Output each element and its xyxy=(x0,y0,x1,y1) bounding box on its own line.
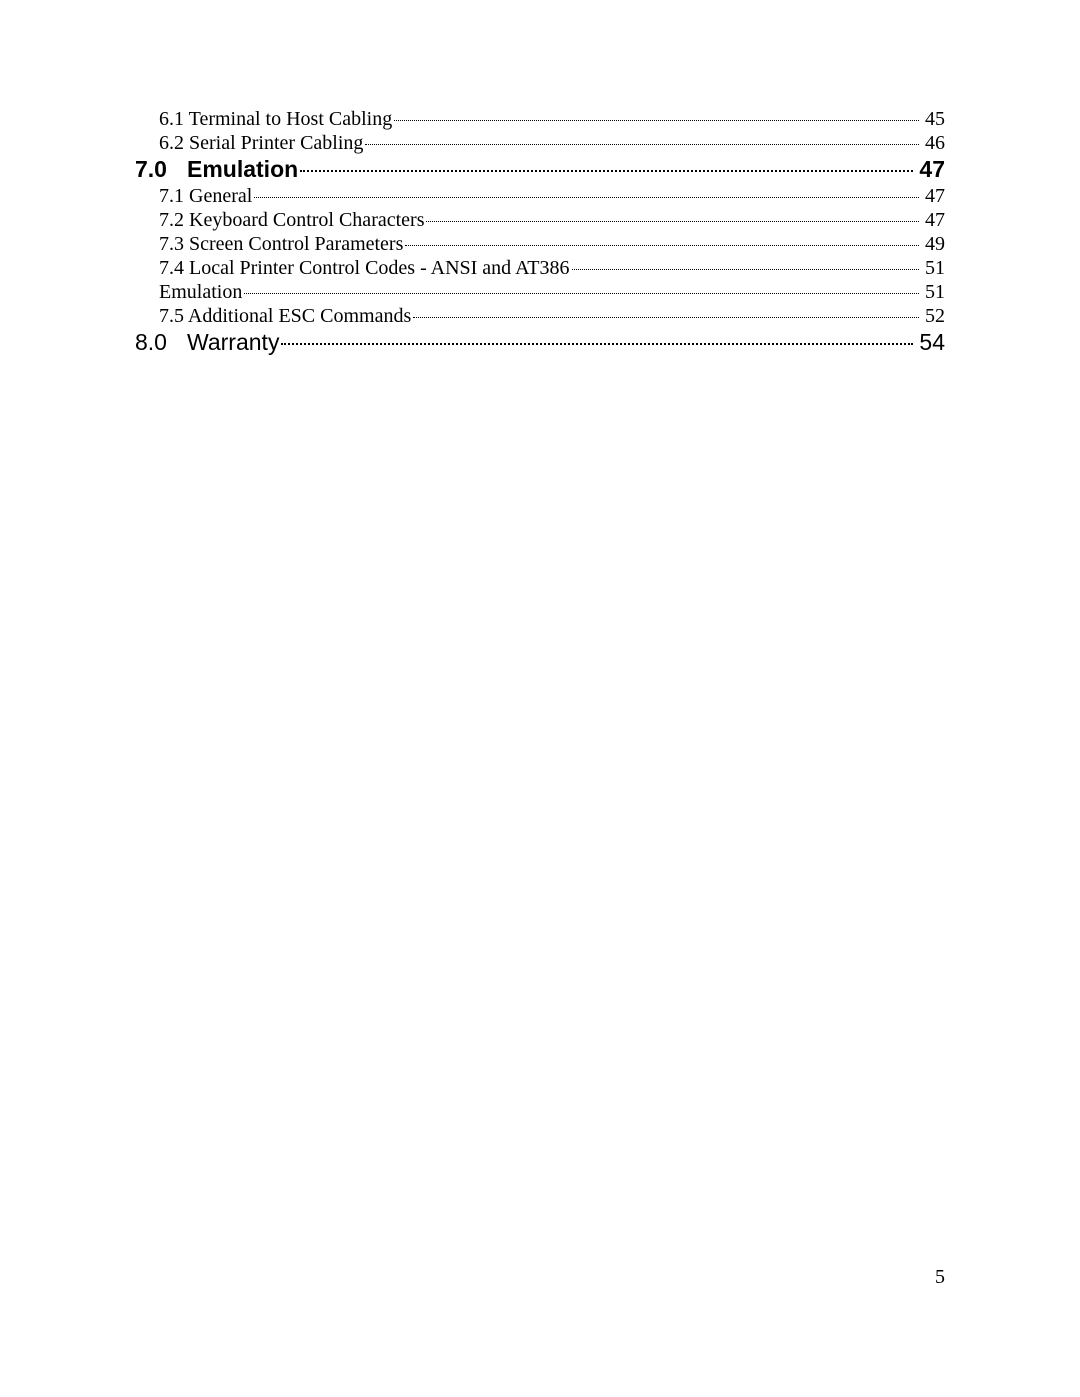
toc-section-number: 7.0 xyxy=(135,156,187,184)
toc-entry-page: 46 xyxy=(921,132,945,155)
toc-section-label: 7.0Emulation xyxy=(135,156,298,184)
toc-container: 6.1 Terminal to Host Cabling 456.2 Seria… xyxy=(135,108,945,357)
page-number: 5 xyxy=(935,1266,945,1289)
toc-dots xyxy=(244,293,919,294)
toc-section-number: 8.0 xyxy=(135,329,187,357)
toc-sub-entry: 7.1 General 47 xyxy=(159,185,945,208)
toc-entry-page: 47 xyxy=(921,185,945,208)
toc-dots xyxy=(572,269,919,270)
toc-entry-label: 7.1 General xyxy=(159,185,252,208)
toc-sub-entry: 7.3 Screen Control Parameters 49 xyxy=(159,233,945,256)
toc-section-title: Warranty xyxy=(187,329,279,355)
toc-entry-label: 7.2 Keyboard Control Characters xyxy=(159,209,424,232)
toc-entry-page: 49 xyxy=(921,233,945,256)
toc-entry-page: 54 xyxy=(915,329,945,357)
toc-sub-entry: 7.2 Keyboard Control Characters 47 xyxy=(159,209,945,232)
toc-dots xyxy=(405,245,919,246)
toc-section-label: 8.0Warranty xyxy=(135,329,279,357)
toc-dots xyxy=(394,120,919,121)
toc-entry-page: 52 xyxy=(921,305,945,328)
toc-entry-page: 45 xyxy=(921,108,945,131)
toc-sub-entry: 7.4 Local Printer Control Codes - ANSI a… xyxy=(159,257,945,280)
toc-sub-entry: 6.1 Terminal to Host Cabling 45 xyxy=(159,108,945,131)
toc-dots xyxy=(365,144,919,145)
toc-entry-page: 47 xyxy=(915,156,945,184)
toc-entry-page: 51 xyxy=(921,257,945,280)
toc-dots xyxy=(254,197,919,198)
toc-section-entry: 7.0Emulation 47 xyxy=(135,156,945,184)
toc-entry-page: 47 xyxy=(921,209,945,232)
toc-section-title: Emulation xyxy=(187,156,298,182)
toc-sub-entry: 7.5 Additional ESC Commands 52 xyxy=(159,305,945,328)
toc-dots xyxy=(300,170,913,172)
toc-dots xyxy=(426,221,919,222)
toc-dots xyxy=(281,343,913,345)
toc-sub-entry: Emulation 51 xyxy=(159,281,945,304)
toc-entry-label: 6.2 Serial Printer Cabling xyxy=(159,132,363,155)
toc-entry-page: 51 xyxy=(921,281,945,304)
toc-entry-label: 7.3 Screen Control Parameters xyxy=(159,233,403,256)
toc-entry-label: 7.5 Additional ESC Commands xyxy=(159,305,411,328)
toc-dots xyxy=(413,317,919,318)
toc-entry-label: Emulation xyxy=(159,281,242,304)
toc-section-entry: 8.0Warranty 54 xyxy=(135,329,945,357)
toc-entry-label: 6.1 Terminal to Host Cabling xyxy=(159,108,392,131)
toc-entry-label: 7.4 Local Printer Control Codes - ANSI a… xyxy=(159,257,570,280)
toc-sub-entry: 6.2 Serial Printer Cabling 46 xyxy=(159,132,945,155)
